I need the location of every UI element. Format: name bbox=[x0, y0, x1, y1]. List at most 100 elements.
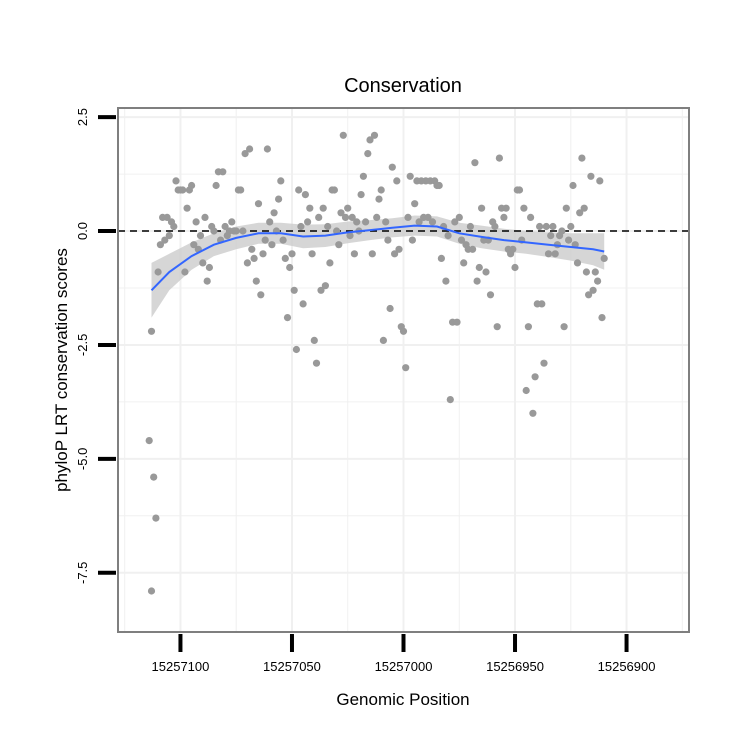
data-point bbox=[495, 154, 503, 162]
data-point bbox=[460, 259, 468, 267]
data-point bbox=[455, 213, 463, 221]
data-point bbox=[192, 218, 200, 226]
data-point bbox=[241, 150, 249, 158]
data-point bbox=[524, 323, 533, 331]
y-axis: 2.5 0.0 -2.5 -5.0 -7.5 bbox=[75, 108, 116, 584]
data-point bbox=[578, 154, 586, 162]
data-point bbox=[337, 209, 345, 217]
data-point bbox=[515, 186, 524, 194]
data-point bbox=[350, 250, 358, 258]
data-point bbox=[219, 168, 227, 176]
data-point bbox=[147, 587, 156, 595]
data-point bbox=[212, 181, 220, 190]
data-point bbox=[161, 236, 169, 244]
data-point bbox=[279, 236, 287, 244]
data-point bbox=[538, 300, 546, 308]
data-point bbox=[453, 318, 461, 326]
data-point bbox=[531, 373, 539, 381]
data-point bbox=[509, 245, 517, 253]
y-axis-label: phyloP LRT conservation scores bbox=[52, 248, 71, 492]
data-point bbox=[379, 336, 387, 344]
data-point bbox=[404, 213, 412, 221]
data-point bbox=[326, 259, 334, 267]
data-point bbox=[292, 345, 300, 354]
data-point bbox=[147, 327, 156, 335]
data-point bbox=[250, 254, 258, 262]
data-point bbox=[261, 236, 269, 244]
data-point bbox=[457, 236, 466, 244]
data-points bbox=[145, 131, 608, 595]
data-point bbox=[205, 263, 213, 272]
data-point bbox=[551, 250, 559, 258]
data-point bbox=[567, 222, 575, 231]
data-point bbox=[306, 204, 314, 212]
data-point bbox=[263, 145, 271, 153]
data-point bbox=[573, 259, 582, 267]
data-point bbox=[388, 163, 396, 171]
data-point bbox=[353, 218, 361, 226]
data-point bbox=[199, 259, 207, 267]
data-point bbox=[304, 218, 312, 226]
data-point bbox=[290, 286, 298, 294]
data-point bbox=[232, 227, 240, 235]
data-point bbox=[536, 222, 544, 231]
data-point bbox=[312, 359, 321, 367]
data-point bbox=[295, 186, 303, 194]
data-point bbox=[172, 177, 180, 185]
data-point bbox=[257, 291, 265, 299]
data-point bbox=[565, 236, 573, 244]
data-point bbox=[201, 213, 209, 221]
data-point bbox=[547, 232, 555, 240]
plot-frame bbox=[117, 107, 690, 633]
data-point bbox=[558, 227, 566, 235]
x-axis-label: Genomic Position bbox=[336, 690, 469, 709]
data-point bbox=[150, 473, 158, 481]
data-point bbox=[500, 213, 508, 221]
data-point bbox=[210, 227, 218, 235]
data-point bbox=[348, 213, 356, 221]
grid bbox=[118, 108, 689, 632]
data-point bbox=[196, 232, 205, 240]
data-point bbox=[511, 263, 519, 272]
data-point bbox=[587, 172, 595, 180]
data-point bbox=[377, 186, 385, 194]
data-point bbox=[188, 181, 196, 190]
data-point bbox=[522, 386, 530, 395]
data-point bbox=[475, 263, 483, 272]
data-point bbox=[321, 282, 329, 290]
y-tick-label: 2.5 bbox=[75, 108, 90, 126]
data-point bbox=[393, 177, 401, 185]
data-point bbox=[239, 227, 247, 235]
data-point bbox=[283, 314, 292, 322]
data-point bbox=[446, 396, 454, 404]
data-point bbox=[486, 291, 495, 299]
data-point bbox=[228, 218, 236, 226]
data-point bbox=[442, 277, 450, 285]
y-tick-label: -5.0 bbox=[75, 448, 90, 470]
data-point bbox=[335, 241, 343, 249]
data-point bbox=[544, 250, 553, 258]
data-point bbox=[170, 222, 178, 231]
data-point bbox=[181, 268, 189, 276]
data-point bbox=[502, 204, 510, 212]
data-point bbox=[248, 245, 256, 253]
data-point bbox=[549, 222, 557, 231]
data-point bbox=[339, 131, 347, 139]
data-point bbox=[330, 186, 338, 194]
data-point bbox=[152, 514, 160, 522]
data-point bbox=[493, 323, 501, 331]
data-point bbox=[471, 159, 479, 167]
data-point bbox=[482, 268, 490, 276]
x-tick-label: 15257100 bbox=[152, 659, 210, 674]
data-point bbox=[402, 364, 410, 372]
chart-title: Conservation bbox=[344, 75, 462, 97]
data-point bbox=[254, 200, 263, 208]
data-point bbox=[562, 204, 570, 212]
data-point bbox=[469, 245, 477, 253]
data-point bbox=[473, 277, 481, 285]
data-point bbox=[268, 241, 276, 249]
data-point bbox=[301, 191, 309, 199]
data-point bbox=[237, 186, 245, 194]
data-point bbox=[591, 268, 599, 276]
